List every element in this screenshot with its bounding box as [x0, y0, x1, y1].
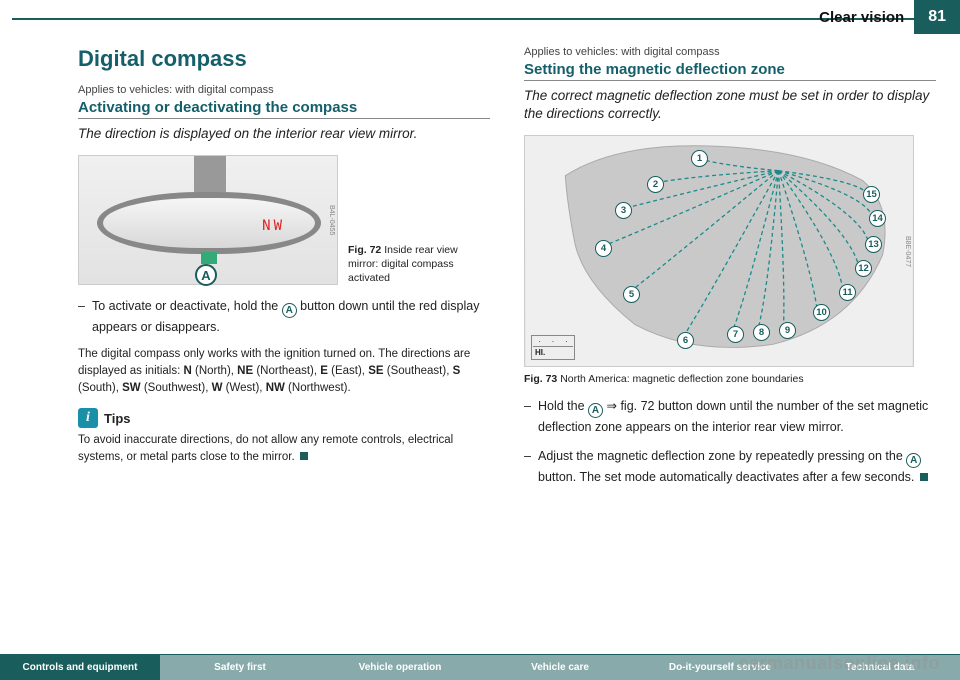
page-title: Digital compass [78, 46, 490, 72]
figure-73-caption-text: North America: magnetic deflection zone … [560, 373, 803, 385]
inline-a-icon: A [906, 453, 921, 468]
bullet-text: Adjust the magnetic deflection zone by r… [538, 447, 936, 486]
footer-tab[interactable]: Do-it-yourself service [640, 655, 800, 680]
page-content: Digital compass Applies to vehicles: wit… [78, 32, 936, 640]
page-number: 81 [914, 0, 960, 34]
section-title: Clear vision [819, 9, 904, 26]
footer-tab[interactable]: Controls and equipment [0, 655, 160, 680]
footer-tabs: Controls and equipmentSafety firstVehicl… [0, 654, 960, 680]
footer-tab[interactable]: Vehicle care [480, 655, 640, 680]
footer-tab[interactable]: Technical data [800, 655, 960, 680]
subheading: Activating or deactivating the compass [78, 99, 490, 119]
figure-72-image: NW A B4L-0455 [78, 155, 338, 285]
lead-text: The correct magnetic deflection zone mus… [524, 87, 936, 123]
figure-73-number: Fig. 73 [524, 373, 557, 385]
applies-note: Applies to vehicles: with digital compas… [524, 46, 936, 58]
page-header: Clear vision 81 [819, 0, 960, 34]
end-square-icon [920, 473, 928, 481]
figure-73-image: B8E-0477 ··· HI. 123456789101112131415 [524, 135, 914, 367]
left-column: Digital compass Applies to vehicles: wit… [78, 32, 490, 640]
tips-title: Tips [104, 411, 131, 426]
top-rule [12, 18, 960, 20]
mirror-stem-shape [194, 156, 226, 192]
lead-text: The direction is displayed on the interi… [78, 125, 490, 143]
map-svg [525, 136, 913, 366]
inline-a-icon: A [588, 403, 603, 418]
footer-tab[interactable]: Safety first [160, 655, 320, 680]
mirror-button-shape [201, 252, 217, 264]
tips-body: To avoid inaccurate directions, do not a… [78, 432, 490, 465]
footer-tab[interactable]: Vehicle operation [320, 655, 480, 680]
bullet-text: To activate or deactivate, hold the A bu… [92, 297, 490, 336]
hawaii-inset: ··· HI. [531, 335, 575, 360]
figure-72-number: Fig. 72 [348, 244, 381, 256]
bullet-dash: – [78, 297, 92, 336]
instruction-bullet: – To activate or deactivate, hold the A … [78, 297, 490, 336]
end-square-icon [300, 452, 308, 460]
tips-heading: i Tips [78, 408, 490, 428]
figure-code: B8E-0477 [899, 138, 911, 364]
mirror-direction-text: NW [262, 218, 285, 234]
bullet-dash: – [524, 397, 538, 436]
inline-a-icon: A [282, 303, 297, 318]
hawaii-label: HI. [533, 346, 573, 358]
figure-72-caption: Fig. 72 Inside rear view mirror: digital… [348, 244, 490, 285]
figure-73-caption: Fig. 73 North America: magnetic deflecti… [524, 373, 936, 385]
subheading: Setting the magnetic deflection zone [524, 61, 936, 81]
applies-note: Applies to vehicles: with digital compas… [78, 84, 490, 96]
instruction-bullet: – Hold the A ⇒ fig. 72 button down until… [524, 397, 936, 436]
figure-72-row: NW A B4L-0455 Fig. 72 Inside rear view m… [78, 155, 490, 285]
mirror-shape: NW [97, 192, 321, 254]
figure-code: B4L-0455 [323, 158, 335, 282]
right-column: Applies to vehicles: with digital compas… [524, 32, 936, 640]
body-paragraph: The digital compass only works with the … [78, 346, 490, 396]
instruction-bullet: – Adjust the magnetic deflection zone by… [524, 447, 936, 486]
info-icon: i [78, 408, 98, 428]
bullet-text: Hold the A ⇒ fig. 72 button down until t… [538, 397, 936, 436]
bullet-dash: – [524, 447, 538, 486]
callout-a-icon: A [195, 264, 217, 286]
